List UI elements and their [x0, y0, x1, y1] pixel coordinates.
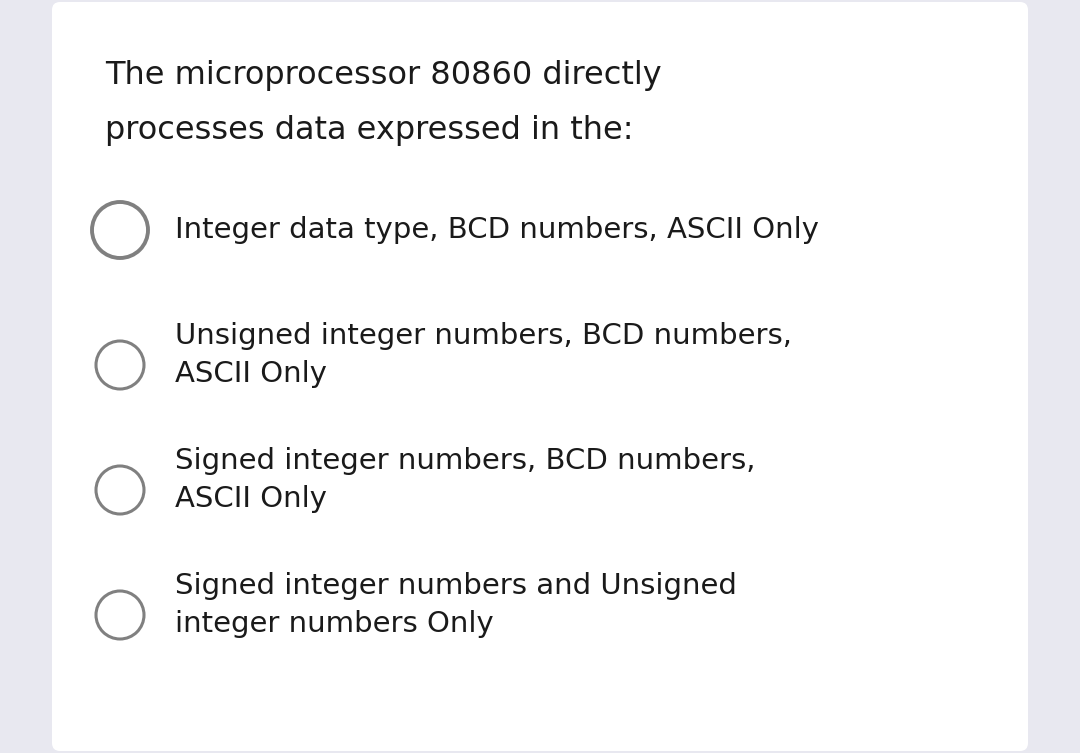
Text: Signed integer numbers and Unsigned
integer numbers Only: Signed integer numbers and Unsigned inte… [175, 572, 737, 638]
Text: Unsigned integer numbers, BCD numbers,
ASCII Only: Unsigned integer numbers, BCD numbers, A… [175, 322, 792, 388]
FancyBboxPatch shape [52, 2, 1028, 751]
Text: Signed integer numbers, BCD numbers,
ASCII Only: Signed integer numbers, BCD numbers, ASC… [175, 447, 756, 513]
Text: The microprocessor 80860 directly: The microprocessor 80860 directly [105, 60, 662, 91]
Text: processes data expressed in the:: processes data expressed in the: [105, 115, 634, 146]
Text: Integer data type, BCD numbers, ASCII Only: Integer data type, BCD numbers, ASCII On… [175, 216, 819, 244]
